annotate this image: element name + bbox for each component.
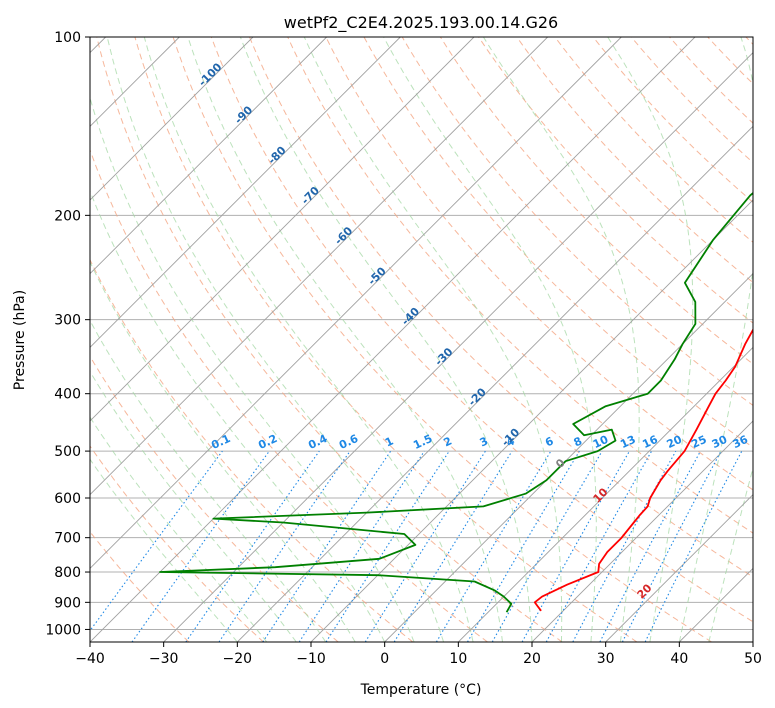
moist-adiabat-line [239,37,533,642]
y-tick-label: 1000 [45,622,81,638]
y-tick-label: 900 [54,595,81,611]
moist-adiabat-line [143,37,474,642]
y-tick-label: 200 [54,208,81,224]
dewpoint-profile-line [159,191,753,613]
x-tick-label: 40 [670,651,688,667]
mixing-ratio-label: 16 [640,433,660,451]
moist-adiabat-line [106,37,445,642]
moist-adiabat-line [90,260,356,642]
mixing-ratio-line [644,450,743,642]
y-tick-label: 800 [54,565,81,581]
isotherms [90,37,753,642]
isotherm-line [163,52,753,642]
dry-adiabat-line [134,37,638,642]
moist-adiabat-line [482,37,640,642]
dry-adiabat-line [325,37,753,491]
dry-adiabats [90,37,753,642]
x-tick-label: −10 [296,651,326,667]
dry-adiabat-line [90,258,414,642]
moist-adiabat-line [90,319,327,642]
isotherm-line [90,37,401,348]
x-tick-label: 50 [744,651,762,667]
moist-adiabat-line [90,189,386,642]
plot-background [90,37,753,642]
x-tick-label: 10 [449,651,467,667]
mixing-ratio-line [298,450,425,642]
dry-adiabat-line [96,37,563,642]
dry-adiabat-line [90,355,339,642]
y-axis-label: Pressure (hPa) [12,290,28,390]
x-tick-label: 0 [380,651,389,667]
y-tick-label: 600 [54,491,81,507]
isotherm-line [90,37,327,275]
plot-frame [89,36,754,643]
isotherm-line [90,37,254,201]
mixing-ratio-line [393,450,513,642]
mixing-ratio-label: 30 [710,433,730,451]
moist-adiabat-line [303,37,563,642]
dry-adiabat-line [516,37,753,284]
mixing-ratio-line [521,450,630,642]
isotherm-line [90,37,548,496]
mixing-ratio-line [262,450,392,642]
mixing-ratio-line [218,450,351,642]
moist-adiabat-line [90,370,297,642]
mixing-ratio-lines [90,450,743,642]
moist-adiabat-line [607,37,694,642]
x-axis-label: Temperature (°C) [360,682,482,698]
sounding-series [159,191,753,613]
moist-adiabat-line [678,37,753,642]
dry-adiabat-line [90,445,264,642]
isotherm-line [90,37,696,642]
y-tick-label: 100 [54,30,81,46]
y-tick-label: 300 [54,313,81,329]
x-tick-label: 20 [523,651,541,667]
dry-adiabat-line [210,37,753,623]
chart-title: wetPf2_C2E4.2025.193.00.14.G26 [284,13,558,33]
dry-adiabat-line [172,37,712,642]
x-axis-ticks: −40 −30 −20 −10 0 10 20 30 40 50 [75,642,762,667]
mixing-ratio-label: 36 [731,433,751,451]
y-tick-label: 700 [54,531,81,547]
x-tick-label: −30 [149,651,179,667]
mixing-ratio-label: 25 [689,433,708,451]
moist-adiabat-line [187,37,503,642]
y-axis-ticks: 1000 900 800 700 600 500 400 300 200 100 [45,30,90,638]
x-tick-label: −20 [223,651,253,667]
x-tick-label: −40 [75,651,105,667]
mixing-ratio-line [131,450,270,642]
x-tick-label: 30 [597,651,615,667]
isotherm-line [90,37,475,422]
mixing-ratio-line [325,450,450,642]
isotherm-line [90,37,622,569]
moist-adiabat-line [708,466,753,642]
mixing-ratio-line [545,450,653,642]
moist-adiabat-line [90,416,268,642]
temperature-profile-line [533,327,753,612]
moist-adiabat-line [90,458,238,642]
isotherm-line [605,494,753,642]
isotherm-line [531,420,753,642]
y-tick-label: 400 [54,387,81,403]
mixing-ratio-line [185,450,320,642]
moist-adiabat-line [383,37,597,642]
mixing-ratio-label: 20 [665,433,685,451]
isotherm-line [237,125,753,642]
y-tick-label: 500 [54,444,81,460]
dry-adiabat-line [287,37,753,534]
mixing-ratio-line [90,450,223,632]
isotherm-line [752,641,753,642]
mixing-ratio-label: 10 [591,433,611,451]
mixing-ratio-label: 13 [618,433,637,451]
mixing-ratio-line [572,450,677,642]
isotherm-line [458,346,753,642]
isotherm-line [384,273,753,642]
dry-adiabat-line [249,37,753,578]
